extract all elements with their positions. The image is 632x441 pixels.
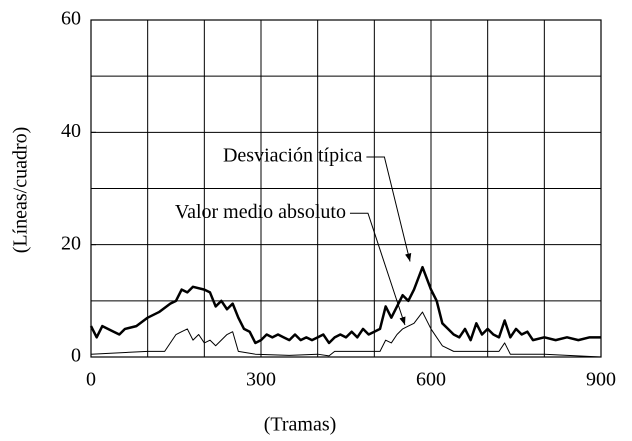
plot-frame [90,19,602,358]
x-tick-label: 900 [586,369,616,391]
y-tick-label: 40 [61,120,81,142]
x-tick-label: 600 [416,369,446,391]
annotation-arrow [366,156,412,262]
annotation-arrow [349,212,406,326]
x-tick-label: 300 [246,369,276,391]
y-tick-label: 20 [61,232,81,254]
x-axis-label: (Tramas) [264,414,337,436]
x-tick-label: 0 [86,369,96,391]
y-tick-label: 60 [61,8,81,30]
data-line [89,265,601,345]
annotation-text: Desviación típica [223,145,363,167]
y-tick-label: 0 [71,345,81,367]
annotation-text: Valor medio absoluto [175,201,346,223]
data-line [90,311,602,358]
y-axis-label: (Líneas/cuadro) [10,127,32,254]
